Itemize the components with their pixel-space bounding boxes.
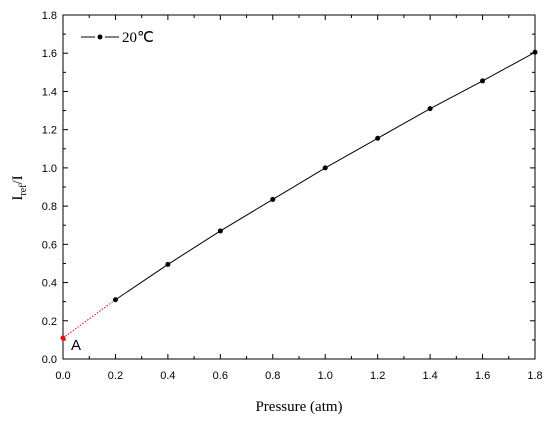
y-axis-title-subscript: ref — [18, 184, 29, 196]
extrapolation-line — [62, 299, 116, 339]
x-axis-title: Pressure (atm) — [255, 399, 342, 415]
x-tick-label: 0.0 — [55, 370, 70, 382]
data-point — [427, 106, 433, 112]
data-point — [532, 49, 538, 55]
data-point — [322, 165, 328, 171]
y-tick-label: 1.6 — [42, 48, 57, 60]
x-tick-label: 1.2 — [370, 370, 385, 382]
y-axis-title-main: I — [10, 196, 26, 201]
y-axis-title: Iref/I — [10, 175, 29, 200]
legend-label: 20℃ — [122, 30, 154, 46]
y-tick-label: 0.0 — [42, 354, 57, 366]
y-tick-label: 1.8 — [42, 10, 57, 22]
x-tick-label: 1.4 — [422, 370, 437, 382]
intercept-point — [60, 335, 66, 341]
data-point — [480, 78, 486, 84]
data-point — [375, 135, 381, 141]
y-tick-label: 1.0 — [42, 163, 57, 175]
y-tick-label: 0.4 — [42, 278, 57, 290]
series-line — [115, 51, 536, 301]
x-tick-label: 0.8 — [265, 370, 280, 382]
y-tick-label: 0.2 — [42, 316, 57, 328]
y-tick-label: 1.2 — [42, 125, 57, 137]
y-tick-label: 1.4 — [42, 86, 57, 98]
y-tick-label: 0.8 — [42, 201, 57, 213]
x-tick-label: 1.6 — [475, 370, 490, 382]
x-tick-label: 0.6 — [213, 370, 228, 382]
data-point — [217, 228, 223, 234]
legend: 20℃ — [81, 30, 154, 46]
x-tick-label: 1.8 — [527, 370, 542, 382]
series — [60, 49, 538, 341]
data-point — [270, 196, 276, 202]
y-tick-label: 0.6 — [42, 239, 57, 251]
legend-marker — [97, 34, 103, 40]
ticks: 0.0 0.2 0.4 0.6 0.8 1.0 1.2 1.4 1.6 1.8 0.0 0.2 0.4 0… — [42, 10, 543, 382]
x-tick-label: 0.2 — [108, 370, 123, 382]
plot-frame — [62, 14, 536, 360]
axes — [62, 14, 536, 360]
annotation-a: A — [71, 337, 81, 354]
data-point — [165, 261, 171, 267]
x-tick-label: 1.0 — [318, 370, 333, 382]
y-axis-title-tail: /I — [10, 175, 26, 184]
x-tick-label: 0.4 — [160, 370, 175, 382]
data-point — [112, 297, 118, 303]
